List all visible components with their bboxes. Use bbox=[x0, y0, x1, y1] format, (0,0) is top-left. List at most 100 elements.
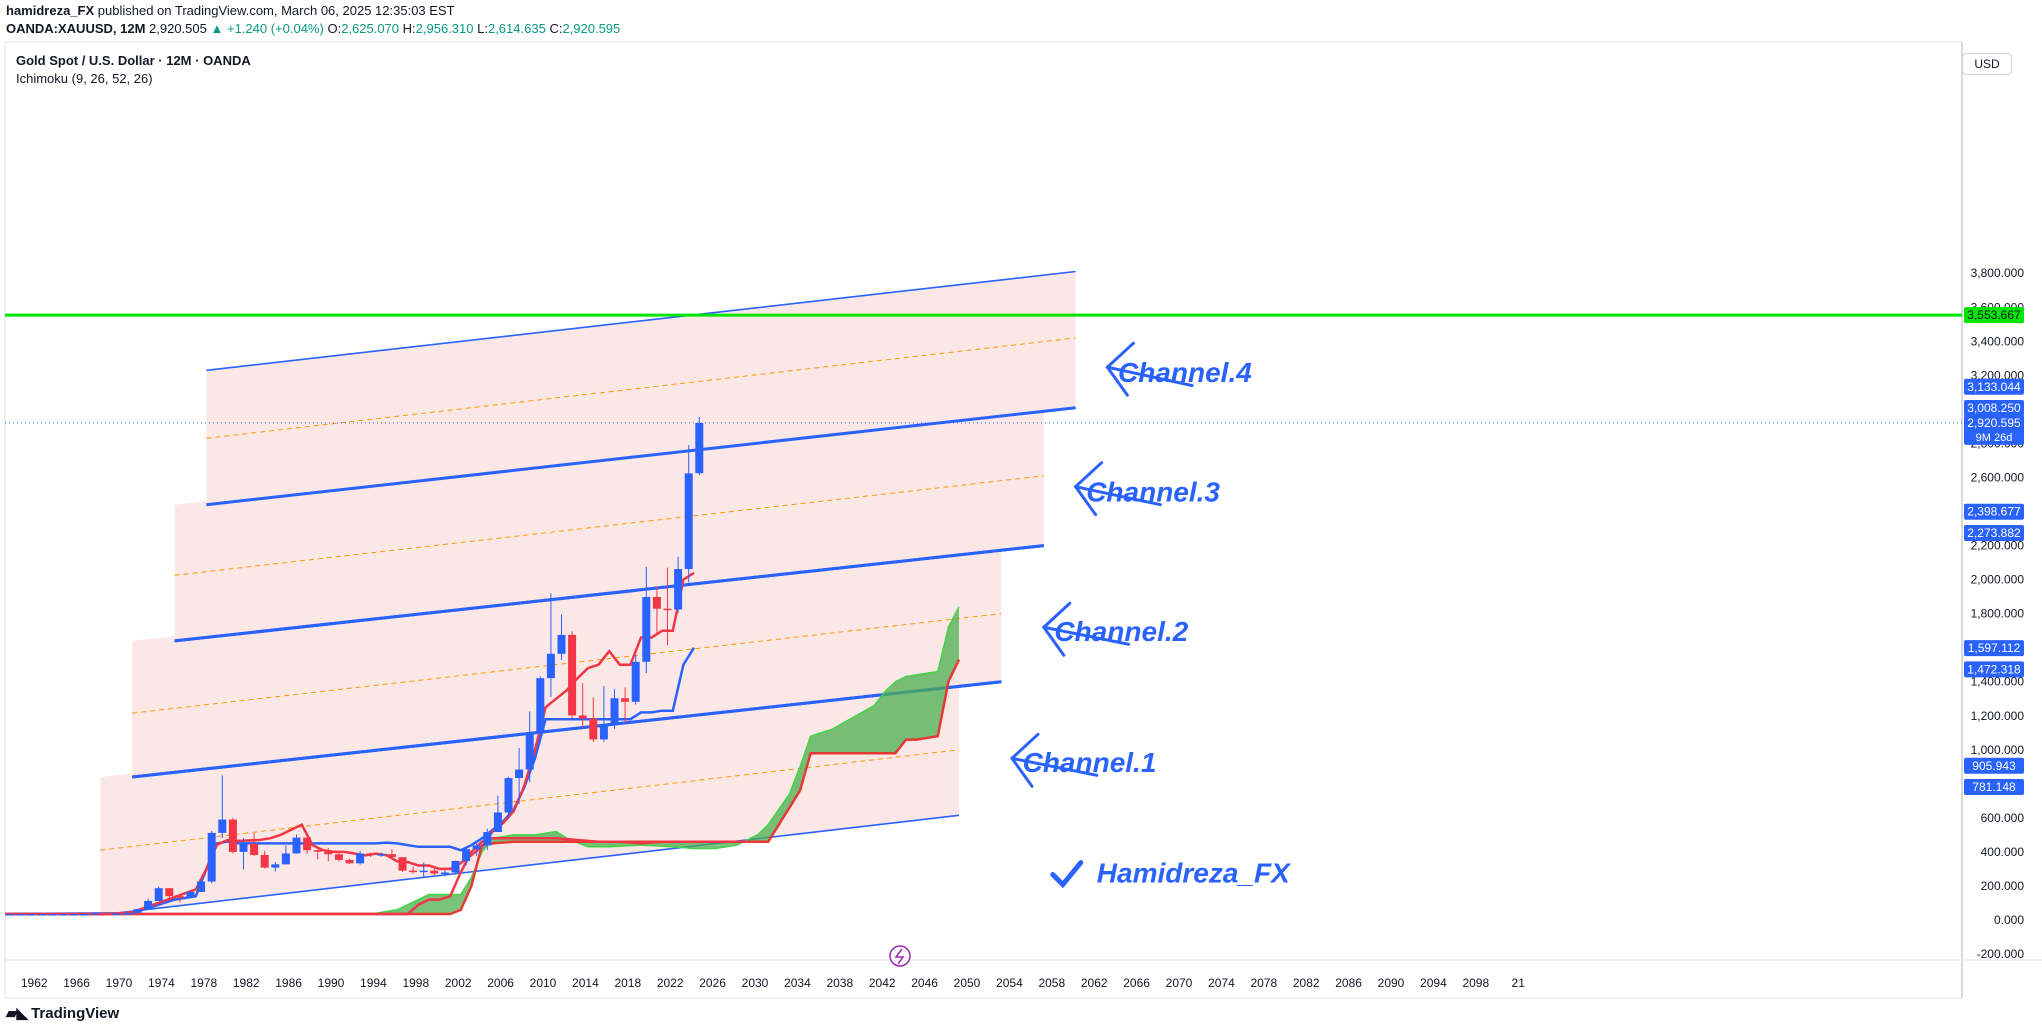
candle[interactable] bbox=[430, 870, 439, 874]
candle[interactable] bbox=[398, 857, 407, 871]
candle[interactable] bbox=[536, 678, 545, 734]
candle[interactable] bbox=[684, 473, 693, 570]
candle[interactable] bbox=[652, 596, 661, 609]
channel-label[interactable]: Channel.3 bbox=[1086, 476, 1220, 507]
candle[interactable] bbox=[366, 853, 375, 855]
candle[interactable] bbox=[557, 634, 566, 654]
candle[interactable] bbox=[133, 909, 142, 913]
candle[interactable] bbox=[451, 860, 460, 873]
candle[interactable] bbox=[48, 914, 57, 916]
channel-label[interactable]: Channel.4 bbox=[1118, 357, 1252, 388]
candle[interactable] bbox=[260, 854, 269, 868]
candle[interactable] bbox=[197, 881, 206, 892]
annotation-arrow[interactable] bbox=[1105, 365, 1194, 388]
candle[interactable] bbox=[589, 718, 598, 740]
candle[interactable] bbox=[419, 870, 428, 873]
candle[interactable] bbox=[621, 698, 630, 702]
candle[interactable] bbox=[483, 832, 492, 846]
candle[interactable] bbox=[631, 661, 640, 702]
channel-lower-line[interactable] bbox=[100, 814, 960, 916]
price-badge[interactable] bbox=[1964, 399, 2024, 416]
indicator-legend[interactable]: Ichimoku (9, 26, 52, 26) bbox=[16, 71, 153, 86]
candle[interactable] bbox=[387, 854, 396, 858]
price-badge-label: 2,920.595 bbox=[1967, 416, 2021, 430]
candle[interactable] bbox=[472, 845, 481, 850]
time-tick-label: 2018 bbox=[614, 976, 641, 990]
channel-label[interactable]: Channel.2 bbox=[1054, 616, 1188, 647]
annotation-arrow[interactable] bbox=[1042, 625, 1131, 646]
author-name[interactable]: hamidreza_FX bbox=[6, 3, 95, 18]
candle[interactable] bbox=[568, 634, 577, 716]
price-badge[interactable] bbox=[1964, 661, 2024, 678]
channel-lower-line[interactable] bbox=[206, 406, 1076, 506]
candle[interactable] bbox=[642, 596, 651, 662]
price-badge[interactable] bbox=[1964, 503, 2024, 520]
candle[interactable] bbox=[27, 914, 36, 916]
candle[interactable] bbox=[239, 843, 248, 852]
candle[interactable] bbox=[122, 912, 131, 915]
candle[interactable] bbox=[409, 870, 418, 873]
candle[interactable] bbox=[69, 914, 78, 916]
candle[interactable] bbox=[663, 608, 672, 611]
channel-label[interactable]: Channel.1 bbox=[1023, 747, 1157, 778]
candle[interactable] bbox=[324, 851, 333, 855]
candle[interactable] bbox=[16, 914, 25, 916]
watermark-text[interactable]: Hamidreza_FX bbox=[1097, 858, 1292, 889]
candle[interactable] bbox=[228, 819, 237, 852]
chart-title[interactable]: Gold Spot / U.S. Dollar · 12M · OANDA bbox=[16, 53, 251, 68]
bolt-icon[interactable] bbox=[889, 945, 911, 967]
candle[interactable] bbox=[175, 896, 184, 898]
candle[interactable] bbox=[186, 891, 195, 898]
candle[interactable] bbox=[112, 913, 121, 916]
candle[interactable] bbox=[303, 837, 312, 851]
currency-button[interactable]: USD bbox=[1962, 53, 2012, 75]
candle[interactable] bbox=[377, 854, 386, 856]
candle[interactable] bbox=[493, 812, 502, 833]
candle[interactable] bbox=[546, 653, 555, 679]
price-badge[interactable] bbox=[1964, 524, 2024, 541]
candle[interactable] bbox=[515, 769, 524, 779]
price-badge[interactable] bbox=[1964, 307, 2024, 324]
candle[interactable] bbox=[38, 914, 47, 916]
candle[interactable] bbox=[313, 850, 322, 852]
candle[interactable] bbox=[610, 698, 619, 725]
annotation-arrow[interactable] bbox=[1074, 485, 1162, 507]
price-badge[interactable] bbox=[1964, 779, 2024, 796]
candle[interactable] bbox=[356, 853, 365, 864]
tradingview-logo[interactable]: ▰◣ TradingView bbox=[6, 1004, 119, 1022]
price-badge[interactable] bbox=[1964, 378, 2024, 395]
candle[interactable] bbox=[207, 832, 216, 882]
candle[interactable] bbox=[599, 724, 608, 740]
candle[interactable] bbox=[59, 914, 68, 916]
candle[interactable] bbox=[91, 913, 100, 915]
candle[interactable] bbox=[504, 778, 513, 813]
channel-lower-line[interactable] bbox=[174, 544, 1044, 643]
candle[interactable] bbox=[525, 733, 534, 770]
price-badge[interactable] bbox=[1964, 414, 2024, 445]
channel-upper-line[interactable] bbox=[206, 270, 1076, 372]
candle[interactable] bbox=[674, 569, 683, 610]
candle[interactable] bbox=[578, 715, 587, 719]
price-badge[interactable] bbox=[1964, 757, 2024, 774]
candle[interactable] bbox=[218, 819, 227, 833]
candle[interactable] bbox=[440, 872, 449, 875]
candle[interactable] bbox=[154, 888, 163, 901]
candle[interactable] bbox=[271, 864, 280, 868]
candle[interactable] bbox=[334, 854, 343, 860]
candle[interactable] bbox=[462, 849, 471, 861]
candle[interactable] bbox=[101, 913, 110, 915]
candle[interactable] bbox=[695, 423, 704, 474]
candle[interactable] bbox=[281, 853, 290, 865]
candle[interactable] bbox=[6, 914, 15, 916]
price-badge[interactable] bbox=[1964, 640, 2024, 657]
candle[interactable] bbox=[345, 859, 354, 864]
candle[interactable] bbox=[250, 843, 259, 855]
candle[interactable] bbox=[144, 900, 153, 910]
candle[interactable] bbox=[165, 888, 174, 897]
candle[interactable] bbox=[80, 914, 89, 916]
annotation-arrow[interactable] bbox=[1010, 756, 1099, 777]
channel-lower-line[interactable] bbox=[132, 680, 1002, 779]
channel-fill bbox=[132, 545, 1002, 777]
candle[interactable] bbox=[292, 837, 301, 854]
